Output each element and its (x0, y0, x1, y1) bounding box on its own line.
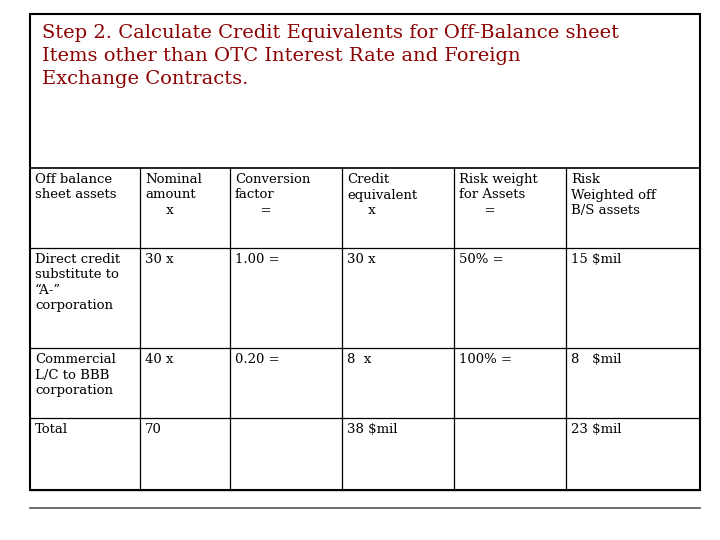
Text: 8  x: 8 x (347, 353, 372, 366)
Text: 1.00 =: 1.00 = (235, 253, 279, 266)
Text: Commercial
L/C to BBB
corporation: Commercial L/C to BBB corporation (35, 353, 116, 397)
Text: 100% =: 100% = (459, 353, 512, 366)
Text: Risk
Weighted off
B/S assets: Risk Weighted off B/S assets (571, 173, 656, 217)
Text: Step 2. Calculate Credit Equivalents for Off-Balance sheet
Items other than OTC : Step 2. Calculate Credit Equivalents for… (42, 24, 619, 88)
Text: 70: 70 (145, 423, 162, 436)
Text: 50% =: 50% = (459, 253, 503, 266)
Text: 8   $mil: 8 $mil (571, 353, 621, 366)
Text: 30 x: 30 x (145, 253, 174, 266)
Text: Total: Total (35, 423, 68, 436)
Text: Nominal
amount
     x: Nominal amount x (145, 173, 202, 217)
Bar (30, 14, 700, 490)
Text: 23 $mil: 23 $mil (571, 423, 621, 436)
Text: Risk weight
for Assets
      =: Risk weight for Assets = (459, 173, 538, 217)
Text: Credit
equivalent
     x: Credit equivalent x (347, 173, 417, 217)
Text: Conversion
factor
      =: Conversion factor = (235, 173, 310, 217)
Text: 30 x: 30 x (347, 253, 376, 266)
Text: Off balance
sheet assets: Off balance sheet assets (35, 173, 117, 201)
Text: 38 $mil: 38 $mil (347, 423, 397, 436)
Text: 40 x: 40 x (145, 353, 174, 366)
Text: 15 $mil: 15 $mil (571, 253, 621, 266)
Text: Direct credit
substitute to
“A-”
corporation: Direct credit substitute to “A-” corpora… (35, 253, 120, 313)
Text: 0.20 =: 0.20 = (235, 353, 279, 366)
